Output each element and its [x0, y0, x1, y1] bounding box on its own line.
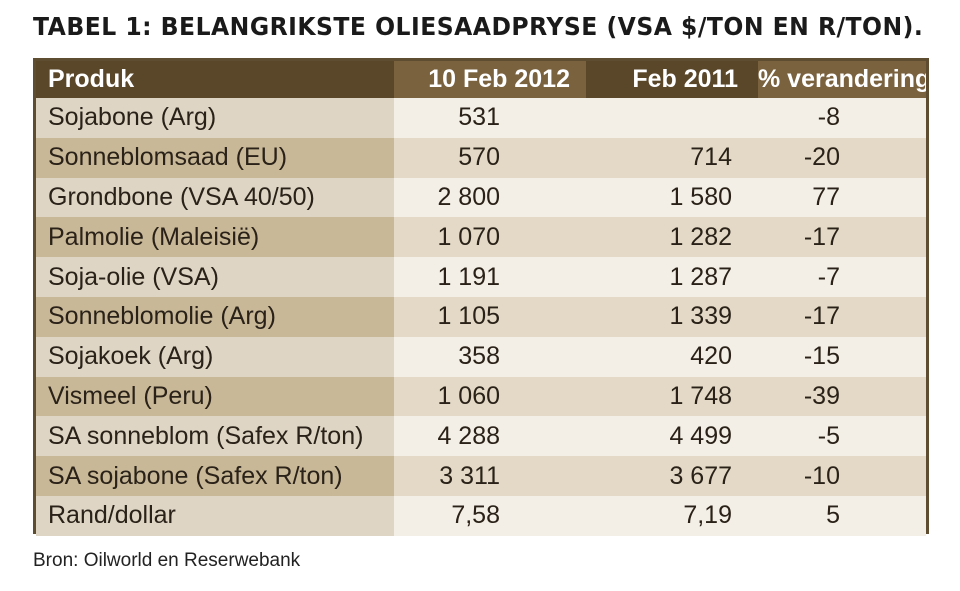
table-header-row: Produk 10 Feb 2012 Feb 2011 % veranderin… [36, 61, 926, 98]
cell-product: Sojakoek (Arg) [36, 336, 394, 377]
cell-feb-2011: 714 [586, 137, 758, 178]
cell-product: Soja-olie (VSA) [36, 257, 394, 297]
header-feb-2011: Feb 2011 [586, 61, 758, 98]
table-title: TABEL 1: BELANGRIKSTE OLIESAADPRYSE (VSA… [33, 12, 924, 41]
cell-percent-change: -17 [758, 296, 926, 337]
cell-feb-2012: 1 191 [394, 257, 586, 297]
cell-feb-2011: 420 [586, 336, 758, 377]
header-feb-2012: 10 Feb 2012 [394, 61, 586, 98]
cell-feb-2011 [586, 98, 758, 138]
table-row: Grondbone (VSA 40/50) 2 800 1 580 77 [36, 177, 926, 218]
oilseed-price-table: Produk 10 Feb 2012 Feb 2011 % veranderin… [36, 61, 926, 536]
cell-feb-2012: 2 800 [394, 177, 586, 218]
cell-percent-change: -8 [758, 98, 926, 138]
cell-feb-2012: 7,58 [394, 495, 586, 536]
cell-feb-2011: 1 339 [586, 296, 758, 337]
cell-feb-2012: 1 105 [394, 296, 586, 337]
cell-feb-2012: 1 070 [394, 217, 586, 258]
cell-product: Rand/dollar [36, 495, 394, 536]
cell-feb-2012: 570 [394, 137, 586, 178]
table-row: SA sonneblom (Safex R/ton) 4 288 4 499 -… [36, 416, 926, 457]
table-row: Soja-olie (VSA) 1 191 1 287 -7 [36, 257, 926, 297]
cell-percent-change: 5 [758, 495, 926, 536]
cell-feb-2011: 1 748 [586, 376, 758, 417]
cell-product: Palmolie (Maleisië) [36, 217, 394, 258]
cell-product: Sojabone (Arg) [36, 98, 394, 138]
header-percent-change: % verandering [758, 61, 926, 98]
header-product: Produk [36, 61, 394, 98]
cell-feb-2011: 1 287 [586, 257, 758, 297]
table-row: Sonneblomsaad (EU) 570 714 -20 [36, 137, 926, 178]
cell-feb-2012: 3 311 [394, 456, 586, 496]
cell-product: Sonneblomolie (Arg) [36, 296, 394, 337]
cell-feb-2011: 3 677 [586, 456, 758, 496]
cell-feb-2012: 4 288 [394, 416, 586, 457]
table-row: Palmolie (Maleisië) 1 070 1 282 -17 [36, 217, 926, 258]
cell-feb-2011: 1 580 [586, 177, 758, 218]
cell-feb-2012: 1 060 [394, 376, 586, 417]
table-row: Sojabone (Arg) 531 -8 [36, 98, 926, 138]
price-table-frame: Produk 10 Feb 2012 Feb 2011 % veranderin… [33, 58, 929, 536]
cell-product: Grondbone (VSA 40/50) [36, 177, 394, 218]
table-row: Sojakoek (Arg) 358 420 -15 [36, 336, 926, 377]
table-row: Vismeel (Peru) 1 060 1 748 -39 [36, 376, 926, 417]
table-row: SA sojabone (Safex R/ton) 3 311 3 677 -1… [36, 456, 926, 496]
cell-percent-change: -10 [758, 456, 926, 496]
cell-percent-change: 77 [758, 177, 926, 218]
table-row: Rand/dollar 7,58 7,19 5 [36, 495, 926, 536]
cell-feb-2011: 1 282 [586, 217, 758, 258]
cell-product: Sonneblomsaad (EU) [36, 137, 394, 178]
cell-feb-2012: 531 [394, 98, 586, 138]
cell-feb-2011: 4 499 [586, 416, 758, 457]
cell-percent-change: -17 [758, 217, 926, 258]
cell-percent-change: -20 [758, 137, 926, 178]
cell-percent-change: -5 [758, 416, 926, 457]
source-note: Bron: Oilworld en Reserwebank [33, 550, 301, 571]
cell-feb-2012: 358 [394, 336, 586, 377]
cell-feb-2011: 7,19 [586, 495, 758, 536]
table-row: Sonneblomolie (Arg) 1 105 1 339 -17 [36, 296, 926, 337]
cell-product: Vismeel (Peru) [36, 376, 394, 417]
cell-percent-change: -39 [758, 376, 926, 417]
cell-percent-change: -7 [758, 257, 926, 297]
cell-percent-change: -15 [758, 336, 926, 377]
cell-product: SA sojabone (Safex R/ton) [36, 456, 394, 496]
cell-product: SA sonneblom (Safex R/ton) [36, 416, 394, 457]
